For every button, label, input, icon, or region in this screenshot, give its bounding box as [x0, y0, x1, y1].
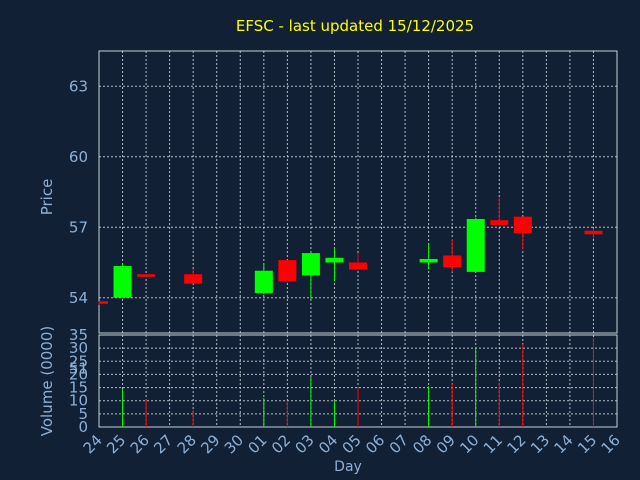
x-tick-label: 30 — [221, 431, 247, 457]
x-tick-label: 10 — [456, 431, 482, 457]
x-tick-label: 03 — [292, 431, 318, 457]
x-tick-label: 07 — [386, 431, 412, 457]
candle-body — [254, 270, 273, 294]
x-tick-label: 01 — [244, 431, 270, 457]
candle-body — [184, 274, 203, 284]
volume-tick-label: 5 — [78, 405, 88, 423]
volume-tick-label: 35 — [69, 326, 88, 344]
x-tick-label: 26 — [127, 431, 153, 457]
candle-body — [490, 220, 509, 225]
candle-body — [466, 219, 485, 272]
price-panel: 51 54 57 60 63 Price — [38, 50, 618, 377]
price-tick-label: 54 — [69, 289, 88, 307]
price-axis-label: Price — [38, 179, 56, 216]
candle-body — [301, 253, 320, 276]
x-tick-label: 16 — [598, 431, 624, 457]
volume-tick-label: 10 — [69, 392, 88, 410]
x-tick-label: 13 — [527, 431, 553, 457]
x-axis-label: Day — [334, 459, 362, 475]
volume-tick-label: 25 — [69, 352, 88, 370]
candle-body — [99, 301, 108, 304]
candle-body — [349, 262, 367, 270]
x-tick-label: 08 — [409, 431, 435, 457]
candle-body — [443, 255, 462, 268]
volume-tick-label: 30 — [69, 339, 88, 357]
chart-title: EFSC - last updated 15/12/2025 — [236, 17, 474, 35]
x-tick-label: 28 — [174, 431, 200, 457]
price-tick-label: 57 — [69, 218, 88, 236]
x-tick-label: 09 — [433, 431, 459, 457]
x-tick-label: 11 — [480, 431, 506, 457]
candle-body — [325, 257, 344, 263]
price-tick-label: 51 — [69, 359, 88, 377]
candle-body — [584, 230, 603, 235]
price-tick-label: 63 — [69, 77, 88, 95]
candle-body — [513, 216, 532, 234]
candle-body — [278, 260, 297, 282]
x-tick-label: 27 — [150, 431, 176, 457]
volume-axis-label: Volume (0000) — [38, 326, 56, 436]
price-tick-label: 60 — [69, 148, 88, 166]
candle-body — [419, 258, 438, 263]
volume-tick-label: 20 — [69, 365, 88, 383]
x-tick-label: 25 — [103, 431, 129, 457]
candle-body — [137, 274, 156, 277]
x-tick-label: 04 — [315, 431, 341, 457]
x-tick-label: 15 — [574, 431, 600, 457]
x-tick-label: 06 — [362, 431, 388, 457]
x-tick-label: 05 — [339, 431, 365, 457]
candle-body — [113, 266, 132, 298]
volume-tick-label: 15 — [69, 379, 88, 397]
volume-tick-label: 0 — [78, 418, 88, 436]
x-axis: 2425262728293001020304050607080910111213… — [80, 431, 624, 475]
x-tick-label: 12 — [503, 431, 529, 457]
x-tick-label: 14 — [551, 431, 577, 457]
x-tick-label: 29 — [197, 431, 223, 457]
x-tick-label: 02 — [268, 431, 294, 457]
